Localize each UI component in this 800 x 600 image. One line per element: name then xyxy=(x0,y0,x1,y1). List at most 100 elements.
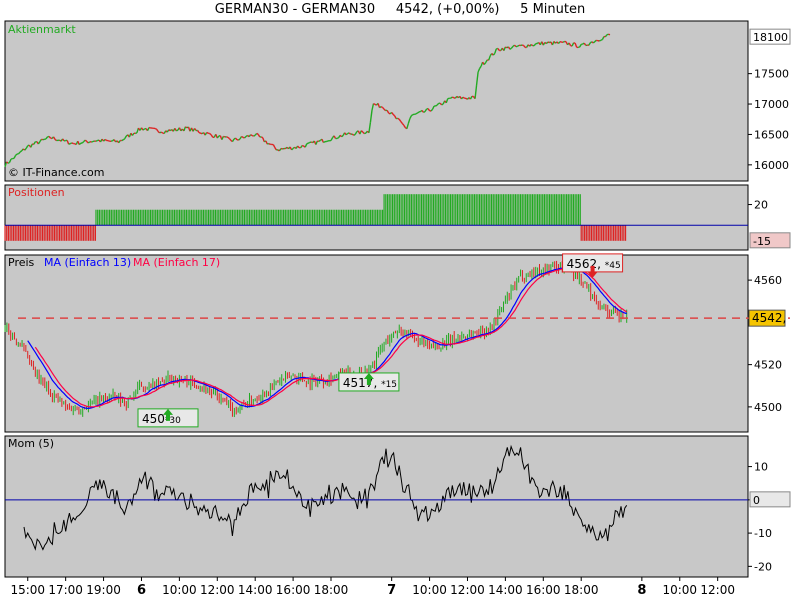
aktien-series-segment xyxy=(436,102,440,106)
aktien-series-segment xyxy=(146,127,150,132)
aktien-series-segment xyxy=(601,36,605,40)
aktien-series-segment xyxy=(589,41,593,44)
aktien-series-segment xyxy=(68,143,71,145)
aktien-series-segment xyxy=(582,42,585,45)
aktien-series-segment xyxy=(330,137,334,141)
panel-preis xyxy=(4,254,749,433)
aktien-series-segment xyxy=(326,140,329,143)
x-tick-label: 10:00 xyxy=(412,583,447,597)
aktien-series-segment xyxy=(84,139,88,143)
aktien-series-segment xyxy=(492,52,496,56)
aktien-series-segment xyxy=(311,141,314,144)
aktien-series-segment xyxy=(368,122,372,133)
aktien-series-segment xyxy=(345,132,349,136)
aktien-series-segment xyxy=(369,110,373,123)
mom-line xyxy=(23,444,628,551)
aktien-series-segment xyxy=(154,127,157,130)
aktien-series-segment xyxy=(568,42,572,46)
aktien-series-segment xyxy=(233,137,236,140)
annotation-text-0: 450*30 xyxy=(142,412,181,426)
ma13-legend: MA (Einfach 13) xyxy=(44,256,131,269)
aktien-series-segment xyxy=(48,135,52,139)
aktien-series-segment xyxy=(198,131,201,134)
aktien-series-segment xyxy=(594,39,597,43)
aktien-series-segment xyxy=(315,140,319,145)
aktien-series-segment xyxy=(78,142,82,146)
aktien-series-segment xyxy=(353,133,356,136)
aktien-series-segment xyxy=(571,42,575,47)
aktien-series-segment xyxy=(427,108,431,112)
aktien-series-segment xyxy=(488,55,491,61)
aktien-series-segment xyxy=(174,127,177,132)
aktien-series-segment xyxy=(483,62,487,65)
aktien-series-segment xyxy=(450,96,453,99)
aktien-series-segment xyxy=(118,140,121,144)
header-price: 4542, (+0,00%) xyxy=(395,2,500,17)
aktien-series-segment xyxy=(574,42,578,48)
panel-aktien xyxy=(4,20,749,182)
aktien-series-segment xyxy=(477,68,481,73)
aktien-series-segment xyxy=(398,118,402,122)
aktien-series-segment xyxy=(536,41,540,45)
x-tick-label: 16:00 xyxy=(276,583,311,597)
x-tick-label: 14:00 xyxy=(488,583,523,597)
aktien-series-segment xyxy=(544,41,547,45)
aktien-y-tick-label: 16500 xyxy=(754,128,789,141)
aktien-series-segment xyxy=(439,102,443,106)
aktien-series-segment xyxy=(71,142,74,145)
aktien-series-segment xyxy=(391,111,394,115)
aktien-series-segment xyxy=(18,151,21,155)
aktien-series-segment xyxy=(59,139,62,142)
aktien-series-segment xyxy=(238,138,241,141)
aktien-series-segment xyxy=(169,129,173,132)
aktien-series-segment xyxy=(107,139,110,142)
x-tick-label: 15:00 xyxy=(10,583,45,597)
aktien-series-segment xyxy=(403,124,406,128)
header: GERMAN30 - GERMAN30 4542, (+0,00%) 5 Min… xyxy=(0,2,800,17)
aktien-series-segment xyxy=(307,141,311,144)
aktien-series-segment xyxy=(260,136,264,139)
pos-last-label-text: -15 xyxy=(753,235,771,248)
aktien-series-segment xyxy=(159,131,162,134)
aktien-series-segment xyxy=(183,126,187,132)
aktien-series-segment xyxy=(87,141,91,144)
aktien-series-segment xyxy=(533,43,537,47)
aktien-series-segment xyxy=(210,134,214,138)
aktien-series-segment xyxy=(423,110,426,113)
aktien-series-segment xyxy=(323,141,326,144)
aktien-series-segment xyxy=(426,107,429,110)
aktien-series-segment xyxy=(407,118,411,124)
aktien-series-segment xyxy=(409,115,412,119)
aktien-series-segment xyxy=(549,41,552,44)
aktien-series-segment xyxy=(142,128,145,131)
aktien-series-segment xyxy=(244,135,247,139)
aktien-series-segment xyxy=(250,134,253,137)
aktien-series-segment xyxy=(33,141,36,145)
aktien-series-segment xyxy=(47,135,50,138)
aktien-series-segment xyxy=(253,134,256,137)
aktien-series-segment xyxy=(22,148,26,151)
aktien-series-segment xyxy=(156,128,159,132)
aktien-series-segment xyxy=(333,135,337,139)
aktien-series-segment xyxy=(54,138,57,142)
aktien-series-segment xyxy=(304,143,308,148)
aktien-series-segment xyxy=(415,112,418,115)
aktien-series-segment xyxy=(397,117,400,120)
x-tick-label: 17:00 xyxy=(48,583,83,597)
aktien-series-segment xyxy=(4,161,8,168)
pos-y-tick-label: 20 xyxy=(754,199,768,212)
aktien-series-segment xyxy=(7,161,10,164)
aktien-series-segment xyxy=(318,139,321,142)
aktien-series-segment xyxy=(209,133,212,136)
x-tick-label: 18:00 xyxy=(564,583,599,597)
preis-y-tick-label: 4500 xyxy=(754,401,782,414)
aktien-series-segment xyxy=(512,44,515,47)
aktien-series-segment xyxy=(37,141,41,145)
mom-y-tick-label: -10 xyxy=(754,527,772,540)
aktien-series-segment xyxy=(69,142,73,145)
aktien-watermark: © IT-Finance.com xyxy=(8,166,105,179)
aktien-series-segment xyxy=(52,136,56,140)
aktien-series-segment xyxy=(475,71,479,86)
aktien-series-segment xyxy=(513,44,517,48)
